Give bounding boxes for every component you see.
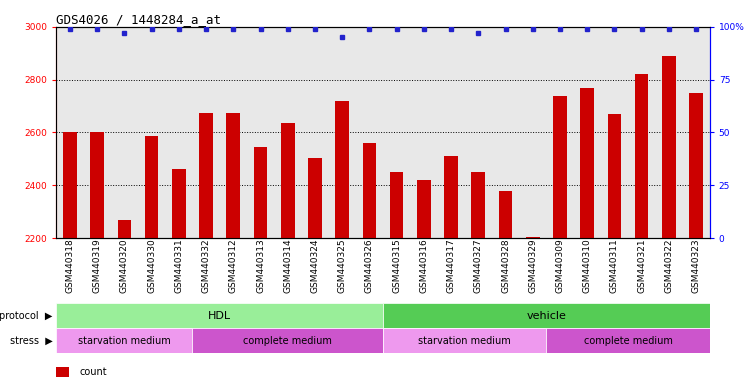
Bar [662,56,676,384]
Bar [56,303,383,328]
Bar [581,88,594,384]
Text: GSM440309: GSM440309 [556,238,565,293]
Text: GSM440325: GSM440325 [338,238,347,293]
Bar [608,114,621,384]
Text: GSM440324: GSM440324 [310,238,319,293]
Text: GSM440318: GSM440318 [65,238,74,293]
Bar [635,74,648,384]
Bar [308,157,321,384]
Text: GSM440314: GSM440314 [283,238,292,293]
Bar [56,328,192,353]
Bar [363,143,376,384]
Text: GSM440310: GSM440310 [583,238,592,293]
Bar [90,132,104,384]
Bar [145,136,158,384]
Bar [118,220,131,384]
Bar [547,328,710,353]
Text: GSM440322: GSM440322 [665,238,674,293]
Text: GSM440329: GSM440329 [528,238,537,293]
Bar [336,101,349,384]
Text: stress  ▶: stress ▶ [10,336,53,346]
Bar [56,367,69,377]
Text: GSM440330: GSM440330 [147,238,156,293]
Bar [689,93,703,384]
Bar [390,172,403,384]
Text: GSM440327: GSM440327 [474,238,483,293]
Text: HDL: HDL [208,311,231,321]
Text: GSM440317: GSM440317 [447,238,456,293]
Bar [199,113,213,384]
Text: GSM440328: GSM440328 [501,238,510,293]
Text: vehicle: vehicle [526,311,566,321]
Text: GDS4026 / 1448284_a_at: GDS4026 / 1448284_a_at [56,13,222,26]
Bar [445,156,458,384]
Text: GSM440331: GSM440331 [174,238,183,293]
Text: GSM440321: GSM440321 [637,238,646,293]
Text: protocol  ▶: protocol ▶ [0,311,53,321]
Text: GSM440319: GSM440319 [92,238,101,293]
Bar [383,328,547,353]
Bar [192,328,383,353]
Bar [254,147,267,384]
Bar [417,180,430,384]
Text: GSM440326: GSM440326 [365,238,374,293]
Text: complete medium: complete medium [584,336,672,346]
Text: count: count [79,367,107,377]
Text: GSM440312: GSM440312 [229,238,238,293]
Bar [281,123,294,384]
Bar [526,237,539,384]
Text: GSM440315: GSM440315 [392,238,401,293]
Text: starvation medium: starvation medium [78,336,170,346]
Text: complete medium: complete medium [243,336,332,346]
Text: GSM440332: GSM440332 [201,238,210,293]
Bar [63,132,77,384]
Text: GSM440323: GSM440323 [692,238,701,293]
Bar [553,96,567,384]
Bar [227,113,240,384]
Bar [499,190,512,384]
Text: starvation medium: starvation medium [418,336,511,346]
Text: GSM440311: GSM440311 [610,238,619,293]
Bar [383,303,710,328]
Text: GSM440313: GSM440313 [256,238,265,293]
Bar [172,169,185,384]
Bar [472,172,485,384]
Text: GSM440316: GSM440316 [419,238,428,293]
Text: GSM440320: GSM440320 [120,238,129,293]
